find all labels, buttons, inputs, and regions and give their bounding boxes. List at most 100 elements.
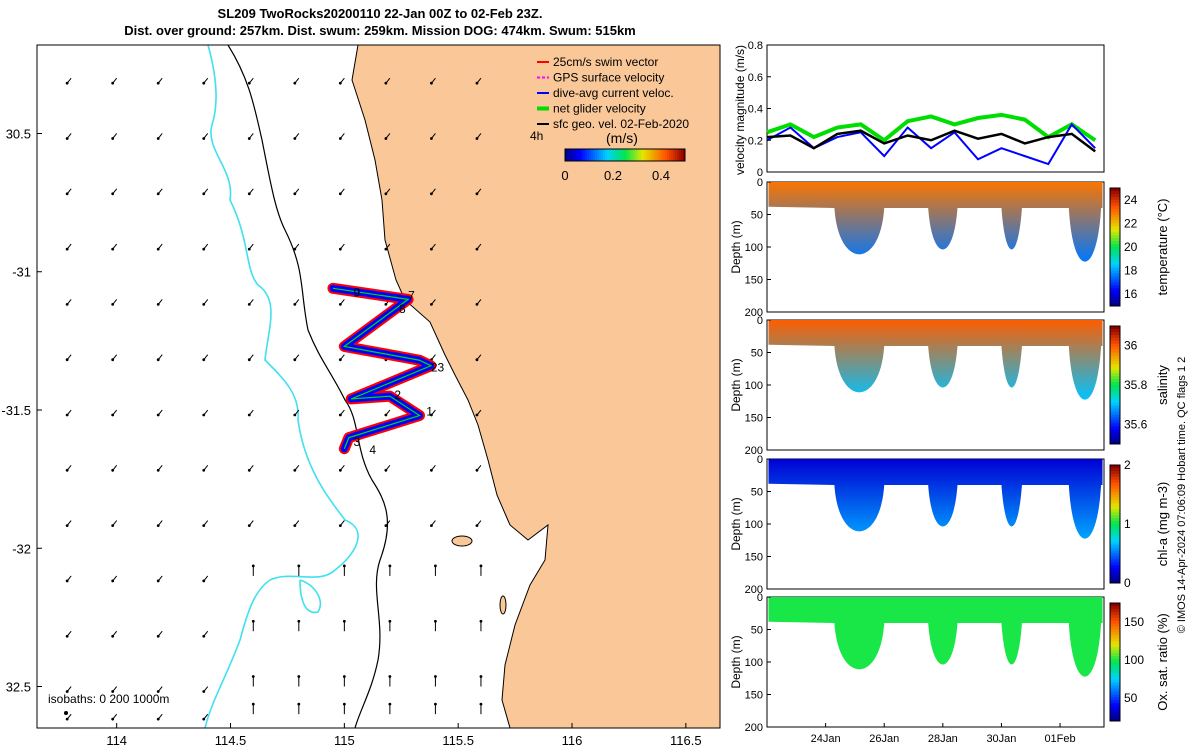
colorbar-tick-label: 36 (1124, 339, 1138, 353)
y-tick-label: 200 (745, 307, 763, 319)
velocity-vector-head (111, 690, 115, 693)
velocity-vector-head (342, 675, 346, 678)
velocity-vector-head (338, 524, 342, 528)
velocity-vector-head (156, 413, 160, 417)
colorbar-tick-label: 50 (1124, 691, 1138, 705)
section-data-fill (768, 459, 1103, 539)
colorbar-segment (659, 149, 662, 161)
velocity-vector-head (111, 192, 115, 196)
isobath-1000m (299, 579, 322, 614)
colorbar-segment (1110, 273, 1120, 277)
colorbar-segment (1110, 635, 1120, 639)
velocity-vector-head (65, 137, 69, 140)
velocity-vector-head (430, 302, 433, 306)
colorbar-segment (615, 149, 618, 161)
colorbar-segment (1110, 577, 1120, 581)
velocity-vector-head (384, 192, 388, 196)
colorbar-tick-label: 16 (1124, 287, 1138, 301)
colorbar-segment (1110, 205, 1120, 210)
colorbar-label: salinity (1155, 365, 1170, 405)
velocity-vector-head (338, 81, 342, 85)
y-tick-label: 200 (745, 445, 763, 457)
x-tick-label: 116 (562, 733, 583, 748)
velocity-vector-head (338, 137, 342, 140)
colorbar-segment (1110, 620, 1120, 625)
colorbar-segment (629, 149, 632, 161)
colorbar-tick-label: 0 (1124, 576, 1131, 590)
colorbar-segment (1110, 470, 1120, 475)
velocity-vector-head (338, 468, 342, 472)
velocity-vector-head (338, 358, 342, 362)
velocity-vector-head (430, 524, 433, 528)
velocity-vector-head (247, 468, 251, 472)
colorbar-segment (1110, 550, 1120, 554)
colorbar-segment (1110, 574, 1120, 578)
colorbar-segment (1110, 238, 1120, 242)
velocity-vector-head (293, 468, 297, 472)
colorbar-segment (609, 149, 612, 161)
colorbar-segment (581, 149, 584, 161)
track-label: 2 (394, 388, 401, 402)
colorbar-segment (661, 149, 664, 161)
velocity-vector-head (65, 717, 69, 721)
colorbar-segment (1110, 414, 1120, 418)
colorbar-segment (633, 149, 636, 161)
velocity-vector-head (475, 247, 479, 251)
colorbar-segment (671, 149, 674, 161)
colorbar-segment (1110, 544, 1120, 549)
y-tick-label: 150 (745, 413, 763, 425)
velocity-vector-head (202, 524, 206, 528)
velocity-vector-head (247, 413, 251, 417)
colorbar-segment (617, 149, 620, 161)
colorbar-segment (607, 149, 610, 161)
colorbar-segment (677, 149, 680, 161)
colorbar-title: (m/s) (606, 130, 638, 146)
colorbar-segment (599, 149, 602, 161)
velocity-vector-head (156, 137, 160, 140)
velocity-vector-head (65, 634, 69, 638)
colorbar-segment (1110, 382, 1120, 386)
colorbar-segment (1110, 376, 1120, 380)
colorbar-segment (1110, 346, 1120, 351)
velocity-vector-head (156, 468, 160, 472)
colorbar-segment (1110, 679, 1120, 684)
map-panel: 9 78 23 2 1 34 isobaths: 0 200 1000m 114 114.5 11… (1, 44, 721, 748)
colorbar-segment (1110, 476, 1120, 481)
colorbar-segment (1110, 379, 1120, 383)
colorbar-segment (1110, 659, 1120, 663)
colorbar-segment (1110, 258, 1120, 263)
colorbar-segment (1110, 358, 1120, 362)
velocity-vector-head (247, 137, 251, 140)
colorbar-segment (1110, 202, 1120, 207)
colorbar-segment (605, 149, 608, 161)
legend-entry: net glider velocity (553, 102, 646, 116)
velocity-vector-head (293, 192, 297, 196)
net-velocity-track (332, 287, 433, 449)
colorbar-segment (1110, 512, 1120, 516)
colorbar-segment (1110, 535, 1120, 540)
velocity-vector-head (247, 81, 251, 85)
velocity-vector-head (156, 717, 160, 721)
colorbar-segment (1110, 626, 1120, 631)
colorbar-segment (1110, 667, 1120, 672)
velocity-vector-head (388, 702, 392, 706)
colorbar-segment (645, 149, 648, 161)
colorbar-segment (635, 149, 638, 161)
y-tick-label: -31 (12, 265, 31, 280)
velocity-vector-head (202, 634, 206, 638)
colorbar-segment (1110, 373, 1120, 377)
colorbar-segment (1110, 664, 1120, 669)
colorbar-segment (1110, 241, 1120, 245)
colorbar-segment (1110, 494, 1120, 498)
y-tick-label: 32.5 (6, 680, 31, 695)
y-tick-label: 0 (757, 315, 763, 327)
y-tick-label: 100 (745, 519, 763, 531)
colorbar-segment (1110, 396, 1120, 401)
track-label: 1 (426, 405, 433, 419)
velocity-vector-head (293, 81, 297, 85)
velocity-vector-head (430, 137, 433, 140)
colorbar-segment (1110, 647, 1120, 651)
section-axis-label: Depth (m) (729, 358, 743, 411)
velocity-vector-head (430, 468, 433, 472)
colorbar-segment (1110, 326, 1120, 330)
